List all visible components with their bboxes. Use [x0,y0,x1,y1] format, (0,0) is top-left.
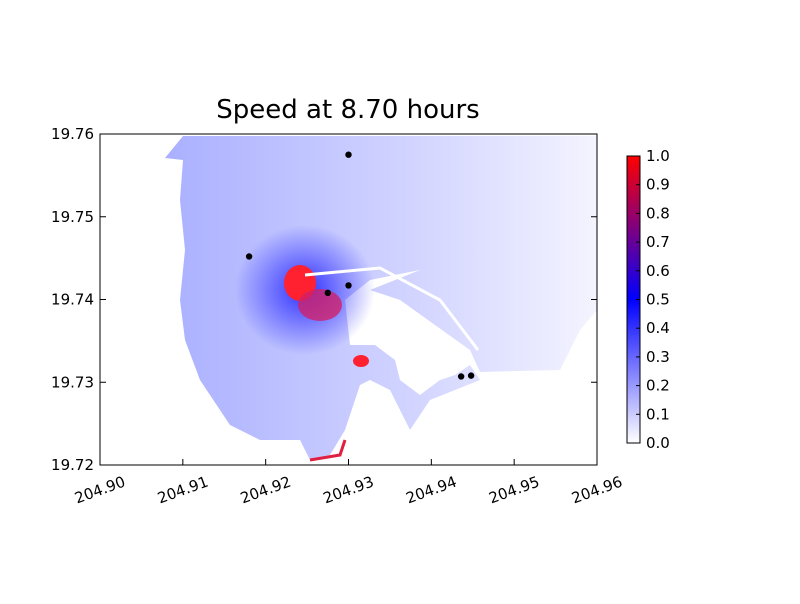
gauge-point [345,151,352,158]
x-tick-label: 204.92 [238,473,293,508]
colorbar-tick-label: 0.9 [646,176,670,194]
colorbar-tick-label: 0.6 [646,262,670,280]
colorbar-tick-label: 0.8 [646,204,670,222]
y-tick-label: 19.76 [51,125,94,143]
x-tick-label: 204.91 [155,473,210,508]
chart-title: Speed at 8.70 hours [216,95,479,125]
y-tick-label: 19.73 [51,373,94,391]
y-tick-label: 19.74 [51,291,94,309]
colorbar-tick-label: 0.1 [646,405,670,423]
y-tick-label: 19.72 [51,456,94,474]
colorbar-tick-label: 0.5 [646,291,670,309]
x-tick-label: 204.93 [321,473,376,508]
colorbar-tick-label: 0.0 [646,434,670,452]
x-tick-label: 204.96 [569,473,624,508]
colorbar-tick-label: 0.3 [646,348,670,366]
gauge-point [457,373,465,380]
gauge-point [467,372,475,379]
gauge-point [245,253,253,260]
x-tick-label: 204.95 [486,473,541,508]
colorbar-tick-label: 0.2 [646,377,670,395]
colorbar-tick-label: 1.0 [646,147,670,165]
gauge-point [324,289,331,297]
x-tick-label: 204.94 [404,473,459,508]
x-tick-label: 204.90 [72,473,127,508]
colorbar-tick-label: 0.4 [646,319,670,337]
colorbar-tick-label: 0.7 [646,233,670,251]
gauge-point [345,282,352,289]
y-tick-label: 19.75 [51,208,94,226]
speed-field [165,136,597,462]
